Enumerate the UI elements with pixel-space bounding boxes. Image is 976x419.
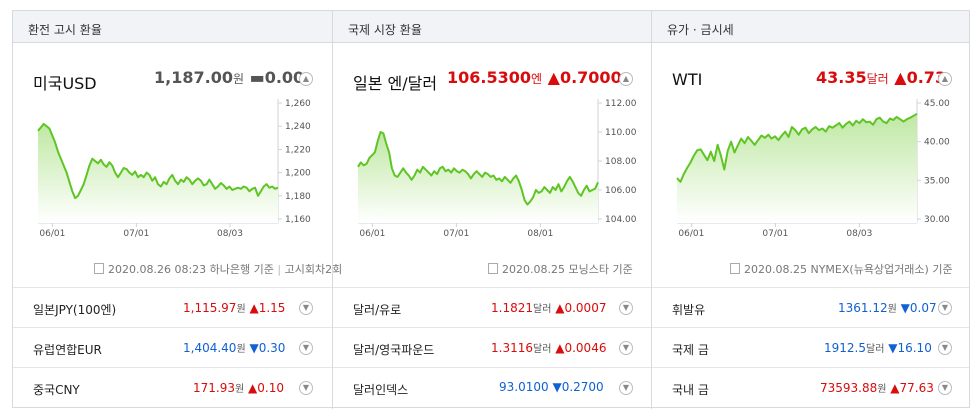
chevron-down-icon[interactable]: ▼ — [938, 341, 952, 355]
chevron-down-icon[interactable]: ▼ — [619, 301, 633, 315]
main-quote-value: 106.5300엔 ▲0.7000 — [447, 68, 622, 87]
chevron-down-icon[interactable]: ▼ — [299, 341, 313, 355]
x-tick-label: 07/01 — [123, 229, 149, 239]
chevron-down-icon[interactable]: ▼ — [619, 381, 633, 395]
x-tick-label: 06/01 — [359, 229, 385, 239]
y-tick-label: 45.00 — [924, 99, 950, 109]
chart-jpy-usd: 112.00 110.00 108.00 106.00 104.00 06/01 07/01… — [357, 99, 637, 239]
y-tick-label: 1,200 — [285, 169, 311, 179]
rate-list: 일본JPY(100엔) 1,115.97원 ▲1.15 ▼ 유럽연합EUR 1,… — [13, 287, 332, 407]
rate-list: 휘발유 1361.12원 ▼0.07 ▼ 국제 금 1912.5달러 ▼16.1… — [652, 287, 969, 407]
panel-header: 유가 · 금시세 — [652, 11, 969, 43]
y-tick-label: 35.00 — [924, 176, 950, 186]
exchange-rate-widget: 환전 고시 환율 미국USD 1,187.00원 ▬0.00 ▲ 1,260 1,… — [12, 10, 970, 409]
series-area — [38, 123, 278, 223]
main-quote[interactable]: 미국USD 1,187.00원 ▬0.00 ▲ 1,260 1,240 1,220 1… — [13, 43, 342, 283]
series-area — [677, 113, 917, 223]
series-line — [357, 131, 599, 206]
list-item[interactable]: 달러인덱스 93.0100 ▼0.2700 ▼ — [333, 367, 651, 407]
x-tick-label: 08/01 — [527, 229, 553, 239]
main-quote-name: 일본 엔/달러 — [353, 74, 438, 93]
main-quote-name: 미국USD — [33, 74, 97, 93]
y-tick-label: 1,260 — [285, 99, 311, 109]
y-tick-label: 1,220 — [285, 145, 311, 155]
panel-international-rate: 국제 시장 환율 일본 엔/달러 106.5300엔 ▲0.7000 ▲ 112… — [332, 11, 651, 409]
chart-wti: 45.00 40.00 35.00 30.00 06/01 07/01 08/03 — [676, 99, 950, 239]
chevron-up-icon[interactable]: ▲ — [619, 72, 633, 86]
chevron-up-icon[interactable]: ▲ — [299, 72, 313, 86]
x-tick-label: 07/01 — [443, 229, 469, 239]
chart-usd: 1,260 1,240 1,220 1,200 1,180 1,160 06/01 07/01… — [37, 99, 311, 239]
series-line — [676, 112, 918, 183]
y-tick-label: 110.00 — [605, 128, 637, 138]
main-quote[interactable]: 일본 엔/달러 106.5300엔 ▲0.7000 ▲ 112.00 110.00… — [333, 43, 651, 283]
y-tick-label: 106.00 — [605, 186, 637, 196]
main-quote-value: 43.35달러 ▲0.73 — [816, 68, 947, 87]
chevron-down-icon[interactable]: ▼ — [299, 301, 313, 315]
x-tick-label: 07/01 — [762, 229, 788, 239]
list-item[interactable]: 휘발유 1361.12원 ▼0.07 ▼ — [652, 287, 969, 327]
document-icon — [94, 263, 104, 274]
y-tick-label: 108.00 — [605, 157, 637, 167]
document-icon — [730, 263, 740, 274]
x-tick-label: 08/03 — [217, 229, 243, 239]
list-item[interactable]: 달러/영국파운드 1.3116달러 ▲0.0046 ▼ — [333, 327, 651, 367]
main-quote-name: WTI — [672, 70, 703, 89]
main-quote-value: 1,187.00원 ▬0.00 — [154, 68, 305, 87]
y-tick-label: 104.00 — [605, 215, 637, 225]
source-info: 2020.08.25 NYMEX(뉴욕상업거래소) 기준 — [730, 261, 953, 277]
x-tick-label: 06/01 — [39, 229, 65, 239]
source-info: 2020.08.26 08:23 하나은행 기준 | 고시회차2회 — [94, 261, 342, 277]
panel-exchange-notice: 환전 고시 환율 미국USD 1,187.00원 ▬0.00 ▲ 1,260 1,… — [13, 11, 342, 409]
y-tick-label: 40.00 — [924, 138, 950, 148]
chevron-down-icon[interactable]: ▼ — [299, 381, 313, 395]
chevron-down-icon[interactable]: ▼ — [938, 301, 952, 315]
y-tick-label: 1,240 — [285, 122, 311, 132]
x-tick-label: 06/01 — [678, 229, 704, 239]
list-item[interactable]: 달러/유로 1.1821달러 ▲0.0007 ▼ — [333, 287, 651, 327]
source-info: 2020.08.25 모닝스타 기준 — [488, 261, 633, 277]
y-tick-label: 1,180 — [285, 192, 311, 202]
y-tick-label: 1,160 — [285, 215, 311, 225]
y-tick-label: 30.00 — [924, 215, 950, 225]
panel-oil-gold: 유가 · 금시세 WTI 43.35달러 ▲0.73 ▲ 45.00 40.00 3… — [651, 11, 969, 409]
series-area — [358, 132, 598, 223]
document-icon — [488, 263, 498, 274]
list-item[interactable]: 유럽연합EUR 1,404.40원 ▼0.30 ▼ — [13, 327, 332, 367]
list-item[interactable]: 국제 금 1912.5달러 ▼16.10 ▼ — [652, 327, 969, 367]
series-line — [37, 122, 279, 200]
y-tick-label: 112.00 — [605, 99, 637, 109]
x-tick-label: 08/03 — [846, 229, 872, 239]
chevron-down-icon[interactable]: ▼ — [619, 341, 633, 355]
panel-header: 국제 시장 환율 — [333, 11, 651, 43]
list-item[interactable]: 일본JPY(100엔) 1,115.97원 ▲1.15 ▼ — [13, 287, 332, 327]
list-item[interactable]: 국내 금 73593.88원 ▲77.63 ▼ — [652, 367, 969, 407]
chevron-up-icon[interactable]: ▲ — [938, 72, 952, 86]
main-quote[interactable]: WTI 43.35달러 ▲0.73 ▲ 45.00 40.00 35.00 30.00… — [652, 43, 969, 283]
chevron-down-icon[interactable]: ▼ — [938, 381, 952, 395]
panel-header: 환전 고시 환율 — [13, 11, 332, 43]
rate-list: 달러/유로 1.1821달러 ▲0.0007 ▼ 달러/영국파운드 1.3116… — [333, 287, 651, 407]
list-item[interactable]: 중국CNY 171.93원 ▲0.10 ▼ — [13, 367, 332, 407]
